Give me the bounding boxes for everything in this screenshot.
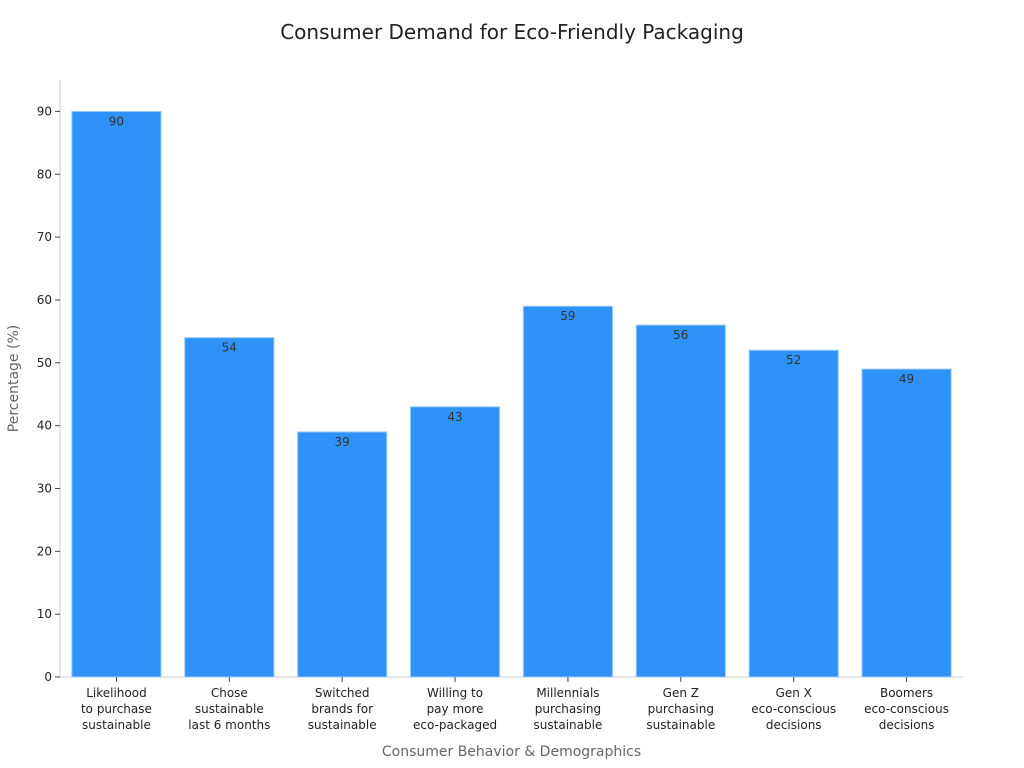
bar-value-label: 52 — [786, 353, 801, 367]
y-tick-label: 80 — [37, 167, 52, 181]
bar-value-label: 59 — [560, 309, 575, 323]
bar-value-label: 43 — [447, 410, 462, 424]
y-tick-label: 20 — [37, 544, 52, 558]
y-tick-label: 50 — [37, 356, 52, 370]
bar-value-label: 39 — [335, 435, 350, 449]
y-tick-label: 0 — [44, 670, 52, 684]
bar-value-label: 90 — [109, 114, 124, 128]
bar — [748, 349, 839, 678]
bar — [71, 110, 162, 678]
chart-title: Consumer Demand for Eco-Friendly Packagi… — [280, 20, 744, 44]
bar — [522, 305, 614, 678]
y-tick-label: 10 — [37, 607, 52, 621]
x-axis-title: Consumer Behavior & Demographics — [382, 744, 641, 760]
bar — [297, 431, 388, 678]
x-tick-label: Millennials purchasing sustainable — [534, 686, 603, 732]
bar — [861, 368, 952, 678]
x-tick-label: Likelihood to purchase sustainable — [81, 686, 152, 732]
y-tick-label: 70 — [37, 230, 52, 244]
y-tick-label: 40 — [37, 419, 52, 433]
bar-value-label: 54 — [222, 341, 237, 355]
y-axis-title: Percentage (%) — [6, 325, 22, 432]
bar-value-label: 49 — [899, 372, 914, 386]
x-tick-label: Boomers eco-conscious decisions — [864, 686, 949, 732]
x-tick-label: Chose sustainable last 6 months — [188, 686, 270, 732]
bar-value-label: 56 — [673, 328, 688, 342]
y-tick-label: 30 — [37, 481, 52, 495]
x-tick-label: Willing to pay more eco-packaged — [413, 686, 497, 732]
bar — [635, 324, 726, 678]
x-tick-label: Switched brands for sustainable — [308, 686, 377, 732]
bar — [409, 406, 501, 678]
bar — [184, 337, 275, 678]
y-tick-label: 90 — [37, 104, 52, 118]
y-tick-label: 60 — [37, 293, 52, 307]
